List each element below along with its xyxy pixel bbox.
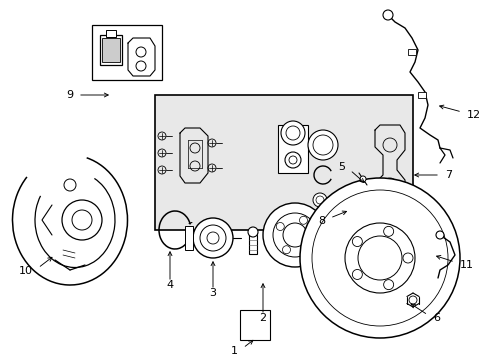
Bar bbox=[240, 310, 269, 340]
Circle shape bbox=[345, 223, 414, 293]
Circle shape bbox=[382, 10, 392, 20]
Text: 12: 12 bbox=[466, 110, 480, 120]
Circle shape bbox=[312, 193, 326, 207]
Text: 11: 11 bbox=[459, 260, 473, 270]
Circle shape bbox=[359, 176, 365, 182]
Bar bbox=[100, 35, 122, 65]
Text: 6: 6 bbox=[432, 313, 439, 323]
Text: 10: 10 bbox=[19, 266, 33, 276]
Bar bbox=[184, 226, 193, 250]
Circle shape bbox=[435, 231, 443, 239]
Circle shape bbox=[281, 121, 305, 145]
Text: 2: 2 bbox=[259, 313, 266, 323]
Text: 3: 3 bbox=[209, 288, 216, 298]
Circle shape bbox=[263, 203, 326, 267]
Circle shape bbox=[329, 200, 339, 210]
Circle shape bbox=[307, 130, 337, 160]
Bar bbox=[407, 49, 415, 55]
Bar bbox=[106, 30, 116, 37]
Text: 1: 1 bbox=[230, 346, 238, 356]
Bar bbox=[92, 25, 162, 80]
Bar bbox=[248, 232, 257, 254]
Text: 5: 5 bbox=[337, 162, 345, 172]
Bar bbox=[155, 95, 412, 230]
Circle shape bbox=[62, 200, 102, 240]
Bar bbox=[102, 38, 120, 62]
Text: 7: 7 bbox=[444, 170, 451, 180]
Circle shape bbox=[341, 192, 357, 208]
Circle shape bbox=[299, 178, 459, 338]
Text: 9: 9 bbox=[66, 90, 73, 100]
Circle shape bbox=[285, 152, 301, 168]
Circle shape bbox=[193, 218, 232, 258]
Circle shape bbox=[247, 227, 258, 237]
Text: 4: 4 bbox=[166, 280, 173, 290]
Bar bbox=[417, 92, 425, 98]
Text: 8: 8 bbox=[317, 216, 325, 226]
Bar bbox=[278, 125, 307, 173]
